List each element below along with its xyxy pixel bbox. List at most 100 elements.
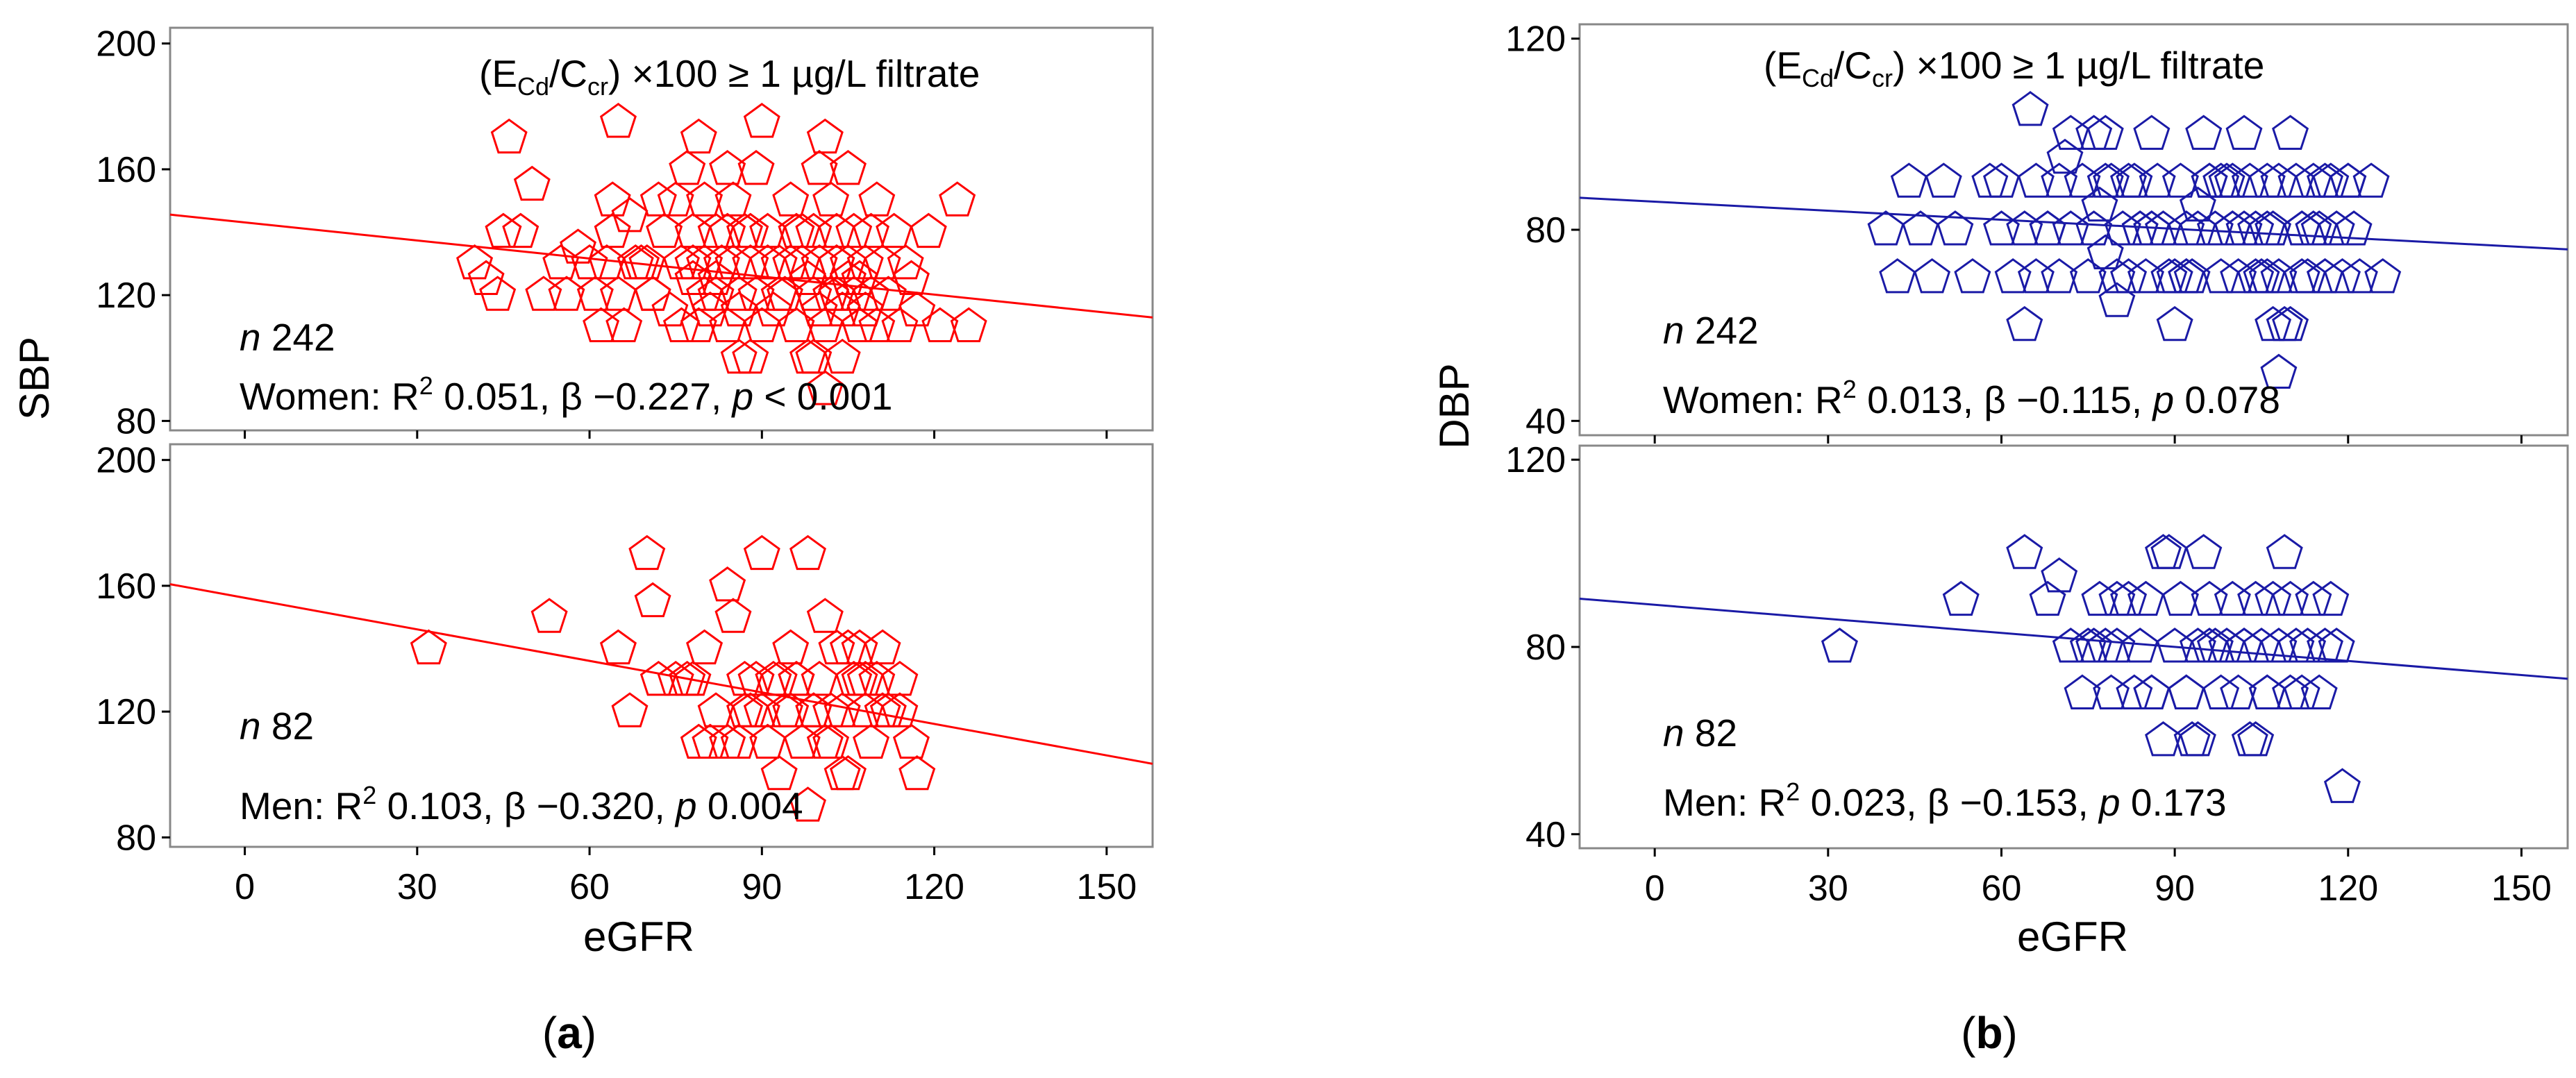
y-tick-label: 160 (96, 566, 156, 607)
data-point (1890, 162, 1927, 198)
header-a: (ECd/Ccr) ×100 ≥ 1 µg/L filtrate (479, 52, 980, 101)
data-point (829, 260, 867, 295)
data-point (2214, 580, 2251, 616)
data-point (743, 103, 780, 138)
data-point (2052, 210, 2089, 246)
data-point (651, 291, 689, 327)
data-point (835, 212, 873, 249)
data-point (2075, 210, 2113, 246)
x-tick-label: 150 (2491, 868, 2552, 909)
data-point (623, 244, 660, 280)
data-point (456, 244, 494, 280)
data-point (2191, 162, 2228, 198)
data-point (2046, 138, 2084, 174)
panel-a: SBP 80 120 160 200 (ECd/Ccr) ×100 ≥ 1 µg/L … (11, 24, 1154, 1058)
n-label-b-men: n 82 (1663, 711, 1737, 755)
data-point (2318, 628, 2355, 663)
plot-a-women: 80 120 160 200 (ECd/Ccr) ×100 ≥ 1 µg/L filt… (96, 24, 1154, 441)
data-point (720, 291, 758, 327)
data-point (892, 260, 930, 295)
y-tick-label: 80 (116, 818, 156, 858)
stats-label-a-women: Women: R2 0.051, β −0.227, p < 0.001 (240, 371, 892, 418)
plot-area-b-men: 40 80 120 0 30 60 90 120 150 (1505, 440, 2569, 909)
plot-a-men: 80 120 160 200 0 30 60 90 120 150 n 82 Men: R2 0.… (96, 441, 1154, 907)
data-point (674, 660, 712, 696)
data-point (709, 212, 746, 249)
regression-line (169, 213, 1153, 319)
data-point (2093, 674, 2130, 709)
data-point (818, 276, 855, 311)
x-tick-label: 90 (742, 867, 782, 907)
data-point (714, 244, 752, 280)
data-point (530, 598, 568, 633)
data-point (2237, 721, 2275, 757)
data-point (743, 534, 780, 571)
data-point (634, 276, 671, 311)
data-point (1983, 162, 2020, 198)
data-point (1914, 258, 1951, 294)
data-point (2237, 580, 2275, 616)
data-point (772, 629, 810, 665)
n-label-a-men: n 82 (240, 705, 314, 748)
stats-label-b-men: Men: R2 0.023, β −0.153, p 0.173 (1663, 777, 2227, 824)
data-point (2017, 162, 2055, 198)
data-point (760, 755, 798, 791)
data-point (502, 212, 540, 249)
data-point (772, 692, 810, 727)
y-tick-label: 80 (1525, 210, 1566, 251)
data-point (2237, 258, 2275, 294)
data-point (2295, 580, 2332, 616)
data-point (858, 181, 896, 217)
x-tick-label: 90 (2155, 868, 2195, 909)
data-point (2335, 210, 2373, 246)
data-point (864, 629, 901, 665)
data-point (795, 276, 833, 311)
data-point (2006, 534, 2043, 569)
data-point (2214, 162, 2251, 198)
n-label-a-women: n 242 (240, 316, 335, 359)
data-point (611, 197, 649, 233)
data-point (2156, 628, 2193, 663)
data-point (2272, 115, 2309, 150)
data-point (841, 660, 878, 696)
data-point (2208, 628, 2245, 663)
y-tick-label: 120 (1505, 440, 1566, 480)
x-tick-label: 120 (2318, 868, 2378, 909)
data-point (2098, 258, 2136, 294)
header-b: (ECd/Ccr) ×100 ≥ 1 µg/L filtrate (1764, 44, 2264, 92)
data-point (720, 338, 758, 374)
data-point (2260, 162, 2298, 198)
data-point (898, 755, 936, 791)
data-point (749, 723, 787, 759)
plot-frame (169, 26, 1154, 432)
data-point (583, 307, 620, 342)
data-point (686, 276, 724, 311)
y-tick-label: 200 (96, 441, 156, 481)
data-point (2323, 768, 2361, 803)
data-point (2006, 210, 2043, 246)
data-point (674, 244, 712, 280)
xlabel-b: eGFR (2017, 913, 2128, 960)
x-tick-label: 0 (1645, 868, 1665, 909)
data-point (2307, 258, 2343, 294)
data-point (743, 307, 780, 342)
data-point (686, 629, 724, 665)
data-point (1983, 210, 2020, 246)
data-point (2272, 674, 2309, 709)
data-point (783, 212, 821, 249)
data-point (755, 291, 792, 327)
data-point (1994, 258, 2032, 294)
data-point (778, 660, 815, 696)
data-point (709, 723, 746, 759)
data-point (410, 629, 447, 665)
data-point (881, 307, 919, 342)
data-point (726, 692, 763, 727)
data-point (513, 165, 551, 201)
data-point (2179, 721, 2216, 757)
data-point (2081, 186, 2118, 222)
data-point (772, 181, 810, 217)
data-point (1937, 210, 1974, 246)
data-point (939, 181, 976, 217)
data-point (823, 755, 861, 791)
